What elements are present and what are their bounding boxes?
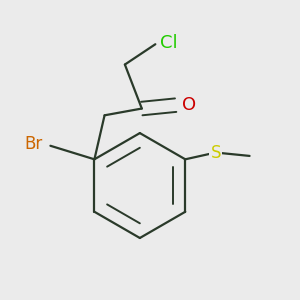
Text: S: S [211, 143, 221, 161]
Text: O: O [182, 96, 196, 114]
Text: Br: Br [24, 135, 43, 153]
Text: Cl: Cl [160, 34, 178, 52]
